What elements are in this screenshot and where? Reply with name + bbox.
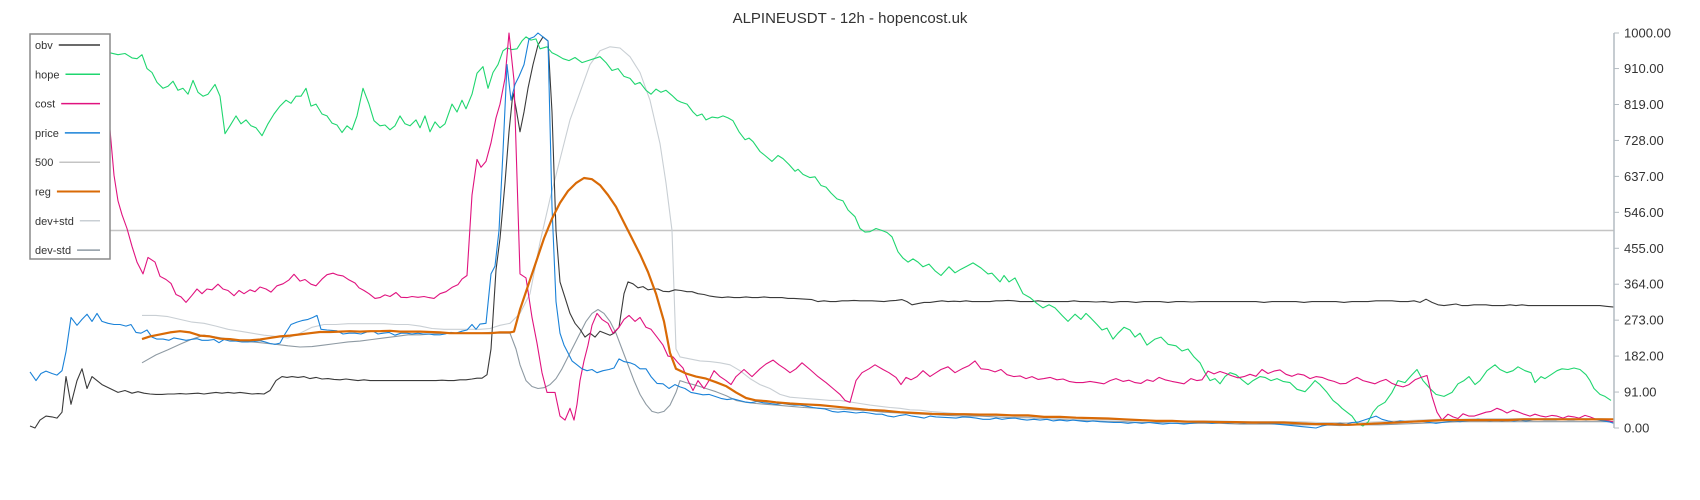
series-reg — [141, 176, 1614, 426]
legend-item-reg[interactable]: reg — [35, 187, 100, 199]
y-tick-label: 819.00 — [1624, 97, 1664, 112]
y-tick-label: 182.00 — [1624, 349, 1664, 364]
y-axis: 1000.00 910.00 819.00 728.00 637.00 546.00 455… — [1613, 26, 1671, 436]
legend-item-dev-minus-std[interactable]: dev-std — [35, 245, 100, 257]
legend-label: price — [35, 128, 59, 140]
legend-item-dev-plus-std[interactable]: dev+std — [35, 216, 100, 228]
legend-label: dev+std — [35, 216, 74, 228]
series-dev-std — [141, 308, 1614, 427]
legend-item-price[interactable]: price — [35, 128, 100, 140]
series-hope — [109, 36, 1612, 427]
chart-title: ALPINEUSDT - 12h - hopencost.uk — [732, 10, 968, 27]
y-tick-label: 455.00 — [1624, 241, 1664, 256]
legend-item-hope[interactable]: hope — [35, 69, 100, 81]
y-tick-label: 910.00 — [1624, 61, 1664, 76]
legend-item-obv[interactable]: obv — [35, 40, 100, 52]
y-tick-label: 1000.00 — [1624, 26, 1671, 41]
y-tick-label: 91.00 — [1624, 385, 1657, 400]
legend-item-500[interactable]: 500 — [35, 157, 100, 169]
y-tick-label: 364.00 — [1624, 277, 1664, 292]
legend-label: cost — [35, 99, 55, 111]
y-tick-label: 728.00 — [1624, 133, 1664, 148]
legend-label: hope — [35, 69, 59, 81]
y-tick-label: 546.00 — [1624, 205, 1664, 220]
y-tick-label: 637.00 — [1624, 169, 1664, 184]
y-tick-label: 0.00 — [1624, 421, 1649, 436]
legend-label: reg — [35, 187, 51, 199]
legend: obv hope cost price 500 reg dev+std dev-std — [29, 33, 111, 260]
legend-label: 500 — [35, 157, 53, 169]
series-cost — [109, 32, 1615, 423]
legend-label: obv — [35, 40, 53, 52]
series-obv — [29, 36, 1615, 429]
legend-item-cost[interactable]: cost — [35, 99, 100, 111]
series-layer — [29, 32, 1615, 429]
legend-label: dev-std — [35, 245, 71, 257]
y-tick-label: 273.00 — [1624, 313, 1664, 328]
